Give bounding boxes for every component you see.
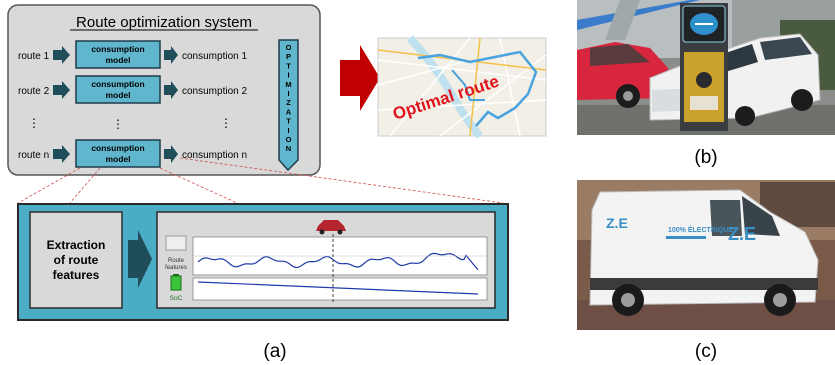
blue-stripe: [577, 0, 700, 30]
optimization-letter: I: [287, 89, 289, 98]
vertical-dots-left: ⋮: [28, 116, 40, 130]
optimization-letter: O: [286, 135, 292, 144]
route-label-1: route 1: [18, 51, 50, 62]
model-label-top: consumption: [91, 44, 144, 54]
van-text: 100% ÉLECTRIQUE: [668, 225, 733, 234]
system-title: Route optimization system: [76, 14, 252, 31]
van-ze-badge-rear: Z.E: [606, 215, 628, 231]
soc-signal-line: [197, 281, 479, 295]
route-features-label-1: Route: [168, 258, 185, 264]
red-car: [577, 42, 672, 108]
consumption-model-n: consumption model: [75, 139, 161, 168]
optimization-arrow: [278, 39, 299, 172]
zoom-connector-lines: [17, 157, 504, 204]
vertical-dots-middle: ⋮: [112, 117, 124, 131]
caption-b: (b): [694, 147, 717, 168]
consumption-model-1: consumption model: [75, 40, 161, 69]
extraction-label-2: of route: [54, 253, 99, 267]
optimization-letter: I: [287, 71, 289, 80]
optimization-letter: P: [286, 52, 291, 61]
optimization-letter: N: [286, 144, 291, 153]
soc-plot: [192, 277, 488, 301]
consumption-model-2: consumption model: [75, 75, 161, 104]
electric-van-photo: 100% ÉLECTRIQUE Z.E Z.E: [577, 180, 835, 330]
right-arrow-icon: [53, 46, 70, 64]
vertical-dots-right: ⋮: [220, 116, 232, 130]
model-label-bottom: model: [105, 55, 130, 65]
feature-extraction-panel: Extraction of route features Route featu…: [17, 203, 509, 321]
optimization-letter: Z: [286, 98, 291, 107]
van-windshield: [742, 196, 780, 236]
consumption-output-1: consumption 1: [182, 51, 247, 62]
optimization-letter: A: [286, 107, 292, 116]
optimization-letter: O: [286, 43, 292, 52]
route-label-2: route 2: [18, 86, 50, 97]
optimal-route-map: Optimal route: [377, 35, 547, 139]
van-ze-badge: Z.E: [728, 224, 756, 244]
right-arrow-icon: [128, 230, 152, 288]
caption-a: (a): [263, 341, 286, 362]
right-arrow-icon: [164, 145, 178, 163]
output-arrows: [164, 46, 178, 163]
model-label-bottom: model: [105, 90, 130, 100]
caption-c: (c): [695, 341, 717, 362]
extraction-box: [29, 211, 123, 309]
red-arrow-icon: [340, 45, 380, 111]
optimization-letter: T: [286, 117, 291, 126]
right-arrow-icon: [164, 81, 178, 99]
model-label-top: consumption: [91, 79, 144, 89]
soc-label: SoC: [170, 295, 183, 302]
route-label-n: route n: [18, 150, 49, 161]
car-icon: [316, 220, 346, 235]
route-features-thumb: [165, 235, 187, 251]
right-arrow-icon: [53, 81, 70, 99]
route-line: [417, 50, 538, 127]
consumption-output-2: consumption 2: [182, 86, 247, 97]
right-arrow-icon: [164, 46, 178, 64]
plug-socket-icon: [696, 72, 712, 88]
optimization-letter: I: [287, 126, 289, 135]
van-side-window: [710, 200, 742, 236]
model-label-bottom: model: [105, 154, 130, 164]
extraction-label-1: Extraction: [47, 238, 106, 252]
speed-signal-line: [197, 252, 479, 271]
consumption-output-n: consumption n: [182, 150, 247, 161]
extraction-label-3: features: [53, 268, 100, 282]
input-arrows: [53, 46, 70, 163]
route-branch: [451, 69, 485, 101]
route-optimization-panel: Route optimization system route 1 route …: [7, 4, 321, 176]
charging-station: [680, 3, 728, 131]
white-van: 100% ÉLECTRIQUE Z.E Z.E: [589, 189, 819, 316]
battery-icon: [170, 274, 182, 291]
charging-station-photo: [577, 0, 835, 135]
route-features-label-2: features: [165, 265, 187, 271]
right-arrow-icon: [53, 145, 70, 163]
optimization-letter: T: [286, 61, 291, 70]
van-bumper-strip: [590, 278, 818, 290]
model-label-top: consumption: [91, 143, 144, 153]
optimization-letter: M: [285, 80, 291, 89]
